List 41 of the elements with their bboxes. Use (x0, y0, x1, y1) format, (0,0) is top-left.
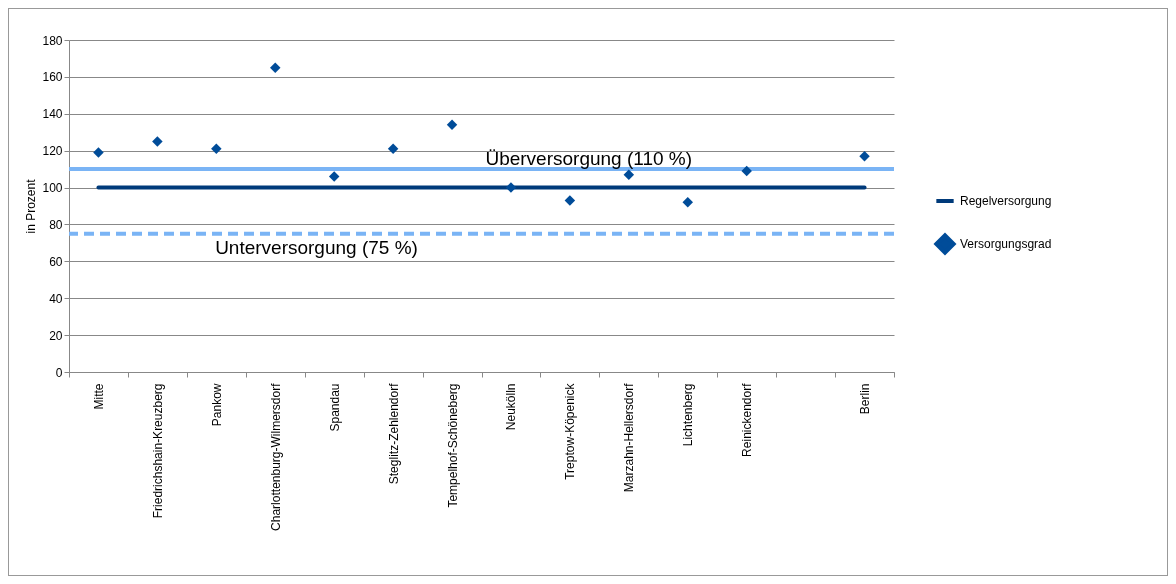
ref-line-label: Unterversorgung (75 %) (215, 236, 418, 258)
y-tick-label: 100 (42, 181, 63, 196)
x-tick-label: Lichtenberg (681, 383, 696, 447)
x-tick-label: Friedrichshain-Kreuzberg (150, 383, 165, 519)
x-tick-label: Treptow-Köpenick (563, 382, 578, 480)
y-tick-label: 80 (49, 217, 63, 232)
point (270, 62, 281, 73)
point (211, 143, 222, 155)
legend-label: Regelversorgung (960, 194, 1052, 208)
y-tick-label: 60 (49, 254, 63, 269)
point (93, 147, 104, 158)
point (505, 182, 517, 193)
x-tick-label: Steglitz-Zehlendorf (386, 382, 401, 485)
x-tick-label: Marzahn-Hellersdorf (622, 382, 637, 493)
point (682, 197, 693, 208)
y-axis-title: in Prozent (24, 178, 39, 234)
x-tick-label: Mitte (91, 383, 106, 410)
point (328, 171, 340, 182)
y-tick-label: 20 (49, 328, 63, 343)
legend-label: Versorgungsgrad (960, 237, 1052, 251)
ref-line-label: Überversorgung (110 %) (485, 148, 693, 170)
y-tick-label: 0 (55, 365, 63, 380)
y-tick-label: 180 (42, 33, 63, 48)
y-tick-label: 140 (42, 107, 63, 122)
point (446, 119, 458, 131)
x-tick-label: Spandau (327, 383, 342, 432)
y-tick-label: 160 (42, 70, 63, 85)
point (741, 165, 752, 177)
y-tick-label: 120 (42, 144, 63, 159)
x-tick-label: Neukölln (504, 383, 519, 431)
x-tick-label: Pankow (209, 383, 224, 427)
x-tick-label: Berlin (858, 383, 873, 415)
point (859, 150, 870, 162)
point (564, 195, 576, 206)
x-tick-label: Reinickendorf (740, 382, 755, 457)
y-tick-label: 40 (49, 291, 63, 306)
point (152, 136, 163, 147)
point (387, 143, 399, 155)
x-tick-label: Charlottenburg-Wilmersdorf (268, 382, 283, 531)
point (623, 169, 635, 180)
x-tick-label: Tempelhof-Schöneberg (445, 383, 460, 508)
